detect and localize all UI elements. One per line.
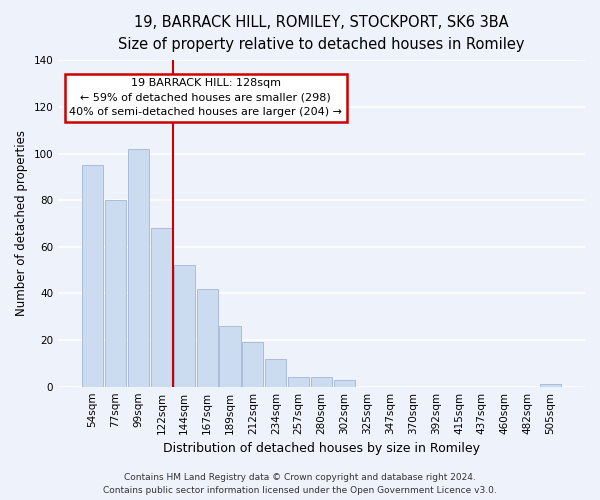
Bar [173, 266, 195, 386]
Text: Contains HM Land Registry data © Crown copyright and database right 2024.
Contai: Contains HM Land Registry data © Crown c… [103, 474, 497, 495]
Bar [220, 326, 241, 386]
Bar [242, 342, 263, 386]
Bar [334, 380, 355, 386]
Bar [265, 358, 286, 386]
X-axis label: Distribution of detached houses by size in Romiley: Distribution of detached houses by size … [163, 442, 480, 455]
Bar [540, 384, 561, 386]
Bar [82, 165, 103, 386]
Text: 19 BARRACK HILL: 128sqm
← 59% of detached houses are smaller (298)
40% of semi-d: 19 BARRACK HILL: 128sqm ← 59% of detache… [69, 78, 342, 117]
Bar [151, 228, 172, 386]
Title: 19, BARRACK HILL, ROMILEY, STOCKPORT, SK6 3BA
Size of property relative to detac: 19, BARRACK HILL, ROMILEY, STOCKPORT, SK… [118, 15, 525, 52]
Bar [128, 149, 149, 386]
Bar [197, 289, 218, 386]
Y-axis label: Number of detached properties: Number of detached properties [15, 130, 28, 316]
Bar [105, 200, 126, 386]
Bar [288, 378, 309, 386]
Bar [311, 378, 332, 386]
